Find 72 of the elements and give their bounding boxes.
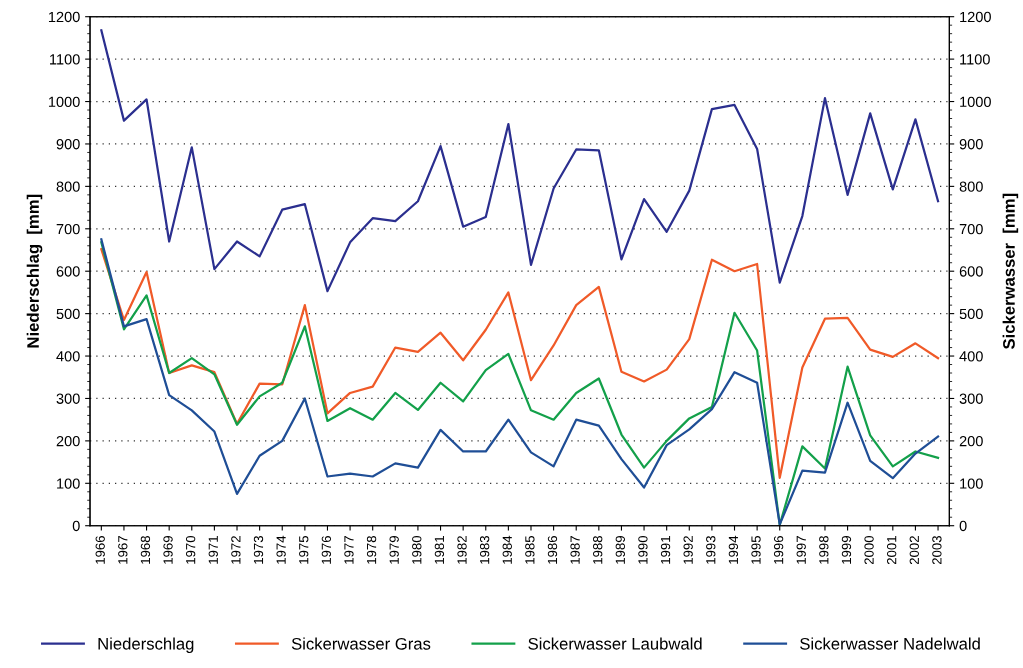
x-tick-label: 1966 [95, 536, 105, 564]
y-tick-label: 0 [72, 520, 80, 532]
x-tick-label: 1976 [321, 536, 332, 564]
x-tick-label: 2003 [932, 536, 942, 565]
y2-tick-label: 800 [959, 181, 983, 192]
y-tick-label: 300 [56, 393, 80, 404]
y-tick-label: 800 [56, 181, 80, 192]
x-tick-label: 2002 [909, 536, 919, 565]
y2-tick-label: 1000 [960, 96, 991, 107]
x-tick-label: 1989 [615, 536, 625, 564]
y2-tick-label: 1200 [960, 11, 991, 23]
line-series [100, 248, 940, 479]
x-tick-label: 1998 [819, 536, 829, 564]
x-tick-label: 1986 [547, 536, 558, 564]
x-tick-label: 1979 [389, 536, 399, 564]
y-tick-label: 600 [56, 266, 80, 277]
x-tick-label: 1987 [570, 536, 580, 564]
y2-tick-label: 700 [959, 223, 983, 235]
x-tick-label: 1968 [140, 536, 151, 564]
legend-label: Sickerwasser Gras [291, 637, 431, 650]
x-tick-label: 1981 [434, 536, 445, 564]
line-series [100, 29, 940, 293]
x-tick-label: 1995 [751, 535, 761, 564]
x-tick-label: 1985 [525, 535, 535, 564]
legend-label: Niederschlag [98, 637, 194, 653]
y-tick-label: 500 [56, 308, 80, 320]
y2-tick-label: 400 [959, 351, 983, 362]
x-tick-label: 1972 [231, 536, 241, 564]
y-tick-label: 700 [56, 223, 80, 235]
x-tick-label: 1992 [683, 536, 693, 564]
y2-tick-label: 200 [959, 435, 983, 447]
x-tick-label: 1977 [344, 536, 354, 564]
x-tick-label: 1983 [479, 536, 490, 564]
y-tick-label: 100 [57, 478, 80, 489]
x-tick-label: 1973 [253, 536, 264, 564]
legend-label: Sickerwasser Laubwald [528, 637, 702, 650]
y-tick-label: 1200 [48, 11, 80, 23]
x-tick-label: 1997 [796, 536, 806, 564]
x-tick-label: 1974 [276, 535, 286, 564]
x-tick-label: 1970 [185, 535, 196, 564]
y2-tick-label: 1100 [960, 54, 990, 65]
x-tick-label: 1991 [660, 536, 671, 564]
y2-tick-label: 900 [959, 139, 983, 150]
x-tick-label: 1993 [706, 536, 716, 564]
y2-tick-label: 0 [959, 520, 967, 532]
y2-axis-title: Sickerwasser [mm] [1002, 193, 1019, 350]
x-tick-label: 1969 [163, 536, 173, 564]
x-tick-label: 1994 [728, 535, 739, 564]
x-tick-label: 1971 [208, 536, 218, 564]
y-tick-label: 900 [56, 139, 80, 150]
y2-tick-label: 100 [960, 478, 983, 489]
x-tick-label: 2001 [887, 536, 897, 565]
y-tick-label: 1100 [50, 54, 80, 65]
x-tick-label: 2000 [864, 535, 874, 565]
x-tick-label: 1975 [299, 535, 309, 564]
y-tick-label: 200 [56, 435, 80, 447]
y-tick-label: 1000 [48, 96, 80, 107]
y2-tick-label: 500 [959, 308, 983, 320]
x-tick-label: 1999 [841, 536, 852, 564]
y-tick-label: 400 [56, 351, 80, 362]
y2-tick-label: 300 [959, 393, 983, 404]
x-tick-label: 1988 [593, 536, 603, 564]
x-tick-label: 1980 [412, 535, 422, 564]
x-tick-label: 1978 [366, 536, 377, 564]
x-tick-label: 1984 [502, 535, 512, 564]
x-tick-label: 1990 [638, 535, 648, 564]
x-tick-label: 1967 [118, 536, 128, 564]
legend-label: Sickerwasser Nadelwald [800, 637, 980, 650]
y2-tick-label: 600 [959, 266, 983, 277]
x-tick-label: 1982 [457, 536, 467, 564]
x-tick-label: 1996 [773, 536, 784, 564]
y-axis-title: Niederschlag [mm] [26, 194, 43, 348]
